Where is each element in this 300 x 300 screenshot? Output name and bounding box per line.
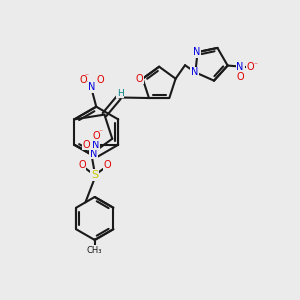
Text: O: O xyxy=(79,75,87,85)
Text: ⁻: ⁻ xyxy=(98,128,102,137)
Text: N: N xyxy=(236,62,244,72)
Text: ⁻: ⁻ xyxy=(85,71,89,80)
Text: N: N xyxy=(89,149,97,159)
Text: O: O xyxy=(97,75,104,85)
Text: N: N xyxy=(191,68,199,77)
Text: N: N xyxy=(193,47,201,57)
Text: H: H xyxy=(117,89,124,98)
Text: O: O xyxy=(135,74,143,84)
Text: O: O xyxy=(104,160,111,170)
Text: O: O xyxy=(246,62,254,72)
Text: ⁻: ⁻ xyxy=(254,60,258,69)
Text: O: O xyxy=(236,72,244,82)
Text: N: N xyxy=(88,82,95,92)
Text: O: O xyxy=(78,160,86,170)
Text: O: O xyxy=(92,131,100,141)
Text: S: S xyxy=(91,170,98,180)
Text: O: O xyxy=(82,140,90,150)
Text: N: N xyxy=(92,140,100,150)
Text: CH₃: CH₃ xyxy=(87,246,103,255)
